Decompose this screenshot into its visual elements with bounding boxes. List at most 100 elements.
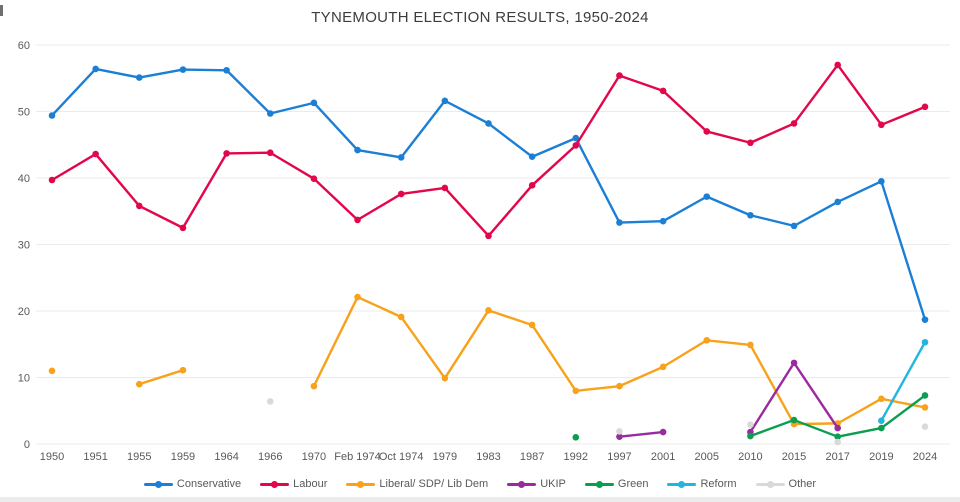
y-tick-label: 10 bbox=[18, 373, 30, 385]
x-tick-label: 1966 bbox=[258, 451, 282, 463]
legend-label: Green bbox=[617, 478, 649, 490]
x-tick-label: 2010 bbox=[738, 451, 762, 463]
data-point bbox=[747, 432, 754, 440]
data-point bbox=[790, 416, 798, 424]
data-point bbox=[354, 293, 361, 301]
corner-artifact bbox=[0, 5, 3, 16]
y-tick-label: 40 bbox=[18, 173, 30, 185]
data-point bbox=[310, 175, 318, 182]
data-point bbox=[572, 142, 580, 149]
x-tick-label: 2024 bbox=[913, 451, 937, 463]
data-point bbox=[397, 190, 405, 198]
data-point bbox=[179, 366, 187, 374]
x-tick-label: 2005 bbox=[695, 451, 719, 463]
legend: Conservative Labour Liberal/ SDP/ Lib Dem U… bbox=[0, 475, 960, 493]
legend-marker-icon bbox=[143, 480, 173, 489]
data-point bbox=[921, 338, 929, 346]
data-point bbox=[223, 150, 230, 157]
legend-label: UKIP bbox=[540, 478, 566, 490]
data-point bbox=[921, 423, 929, 431]
data-point bbox=[136, 74, 143, 81]
data-point bbox=[397, 313, 405, 321]
data-point bbox=[92, 150, 99, 158]
y-tick-label: 20 bbox=[18, 306, 30, 318]
data-point bbox=[528, 321, 536, 329]
data-point bbox=[485, 232, 492, 240]
y-tick-label: 60 bbox=[18, 40, 30, 52]
data-point bbox=[790, 359, 798, 367]
data-point bbox=[266, 398, 274, 405]
data-point bbox=[441, 97, 449, 105]
data-point bbox=[179, 66, 187, 73]
legend-marker-icon bbox=[755, 480, 785, 489]
data-point bbox=[921, 404, 929, 411]
x-tick-label: 2015 bbox=[782, 451, 806, 463]
data-point bbox=[921, 392, 929, 399]
data-point bbox=[528, 153, 536, 161]
legend-label: Liberal/ SDP/ Lib Dem bbox=[379, 478, 489, 490]
data-point bbox=[703, 336, 711, 344]
data-point bbox=[659, 428, 667, 436]
data-point bbox=[878, 417, 885, 425]
data-point bbox=[179, 224, 187, 232]
data-point bbox=[703, 193, 711, 200]
data-point bbox=[48, 112, 56, 119]
legend-marker-icon bbox=[667, 480, 697, 489]
x-tick-label: 2001 bbox=[651, 451, 675, 463]
x-tick-label: 1992 bbox=[564, 451, 588, 463]
data-point bbox=[266, 110, 274, 117]
y-tick-label: 30 bbox=[18, 240, 30, 252]
legend-label: Labour bbox=[293, 478, 328, 490]
data-point bbox=[616, 382, 623, 390]
series-line bbox=[618, 430, 665, 438]
data-point bbox=[834, 424, 841, 432]
data-point bbox=[136, 380, 143, 388]
x-tick-label: 1997 bbox=[607, 451, 631, 463]
legend-label: Reform bbox=[700, 478, 737, 490]
data-point bbox=[354, 146, 361, 154]
legend-item-green: Green bbox=[584, 478, 649, 490]
x-tick-label: 1979 bbox=[433, 451, 457, 463]
x-tick-label: Oct 1974 bbox=[379, 451, 424, 463]
data-point bbox=[616, 433, 623, 440]
data-point bbox=[834, 198, 841, 206]
legend-item-reform: Reform bbox=[667, 478, 737, 490]
data-point bbox=[266, 149, 274, 157]
legend-item-ukip: UKIP bbox=[507, 478, 566, 490]
data-point bbox=[528, 182, 536, 189]
data-point bbox=[659, 363, 667, 371]
data-point bbox=[310, 99, 318, 107]
y-tick-label: 50 bbox=[18, 107, 30, 119]
data-point bbox=[485, 120, 492, 127]
bottom-edge-bar bbox=[0, 497, 960, 502]
x-tick-label: 1950 bbox=[40, 451, 64, 463]
legend-label: Conservative bbox=[176, 478, 242, 490]
data-point bbox=[48, 176, 56, 184]
data-point bbox=[878, 178, 885, 185]
series-line bbox=[50, 67, 927, 321]
data-point bbox=[616, 219, 623, 226]
data-point bbox=[878, 395, 885, 403]
data-point bbox=[310, 382, 318, 390]
series-line bbox=[312, 295, 927, 426]
x-tick-label: 2019 bbox=[869, 451, 893, 463]
data-point bbox=[790, 222, 798, 230]
data-point bbox=[747, 139, 754, 147]
data-point bbox=[572, 134, 580, 142]
chart-title: TYNEMOUTH ELECTION RESULTS, 1950-2024 bbox=[311, 9, 649, 26]
data-point bbox=[48, 367, 56, 375]
x-tick-label: 1955 bbox=[127, 451, 151, 463]
data-point bbox=[92, 65, 99, 73]
data-point bbox=[397, 154, 405, 161]
data-point bbox=[834, 433, 841, 440]
data-point bbox=[659, 217, 667, 225]
x-tick-label: 1964 bbox=[214, 451, 238, 463]
data-point bbox=[878, 121, 885, 129]
series-line bbox=[50, 63, 927, 238]
legend-item-labour: Labour bbox=[260, 478, 327, 490]
data-point bbox=[878, 424, 885, 432]
series-line bbox=[138, 368, 185, 386]
legend-marker-icon bbox=[260, 480, 290, 489]
data-point bbox=[921, 316, 929, 323]
